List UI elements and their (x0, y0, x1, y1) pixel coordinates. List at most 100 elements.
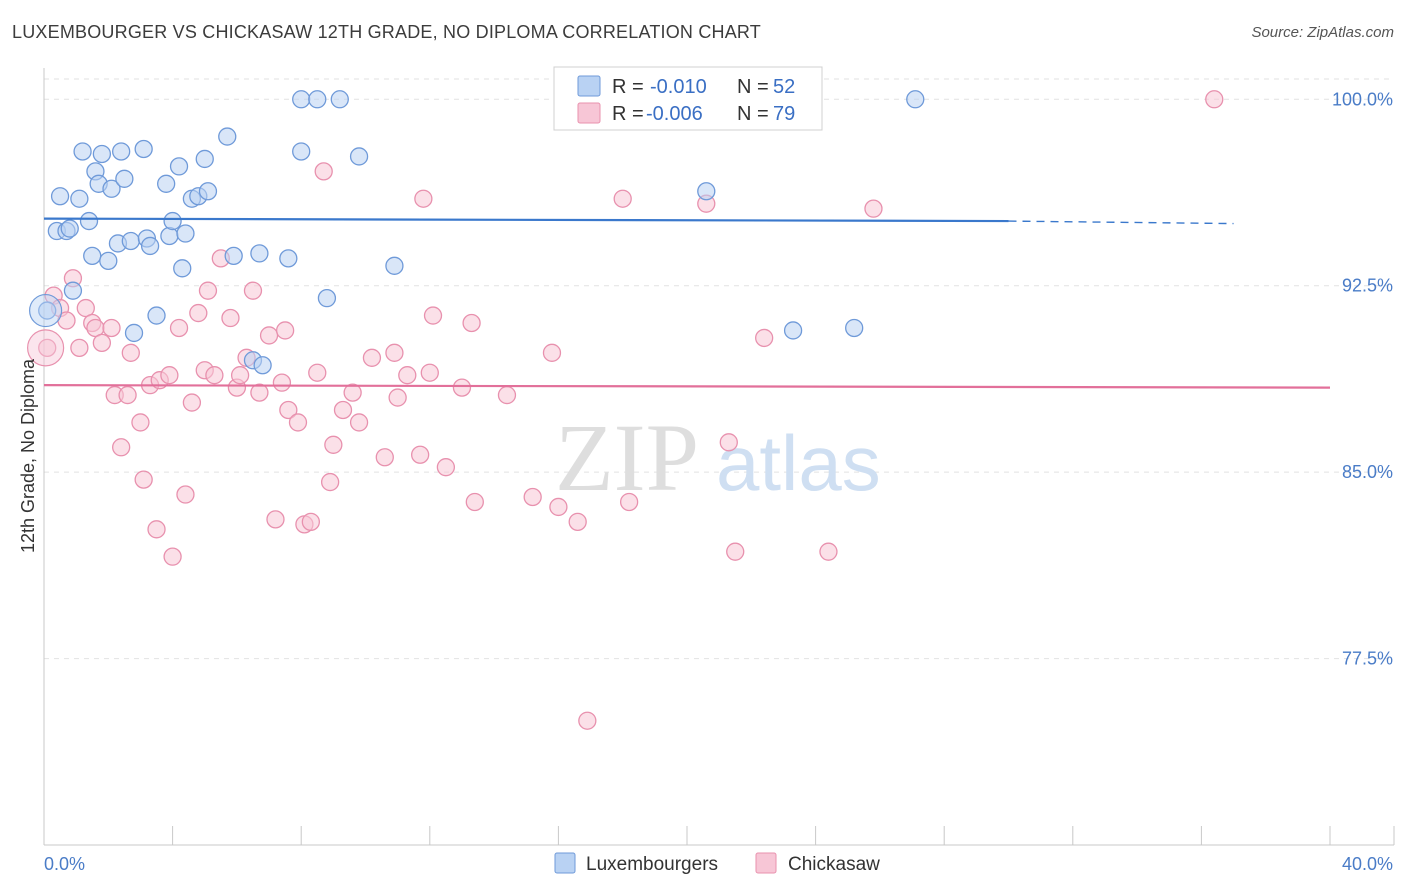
point-luxembourgers (157, 174, 176, 193)
point-luxembourgers (845, 318, 864, 338)
point-chickasaw (819, 542, 838, 561)
legend-n-value-2: 79 (773, 103, 795, 125)
point-chickasaw (343, 383, 362, 402)
point-chickasaw (275, 321, 295, 340)
trend-line-chickasaw (43, 384, 1331, 389)
point-chickasaw (619, 492, 639, 512)
point-chickasaw (131, 413, 150, 432)
watermark-atlas: atlas (716, 419, 881, 507)
legend-r-value-1: -0.010 (650, 76, 707, 98)
y-tick-label: 77.5% (1342, 649, 1393, 669)
legend-r-label-2: R = (612, 103, 644, 125)
point-chickasaw (221, 308, 240, 328)
point-chickasaw-cluster (27, 329, 65, 367)
point-chickasaw (38, 338, 57, 358)
point-luxembourgers (330, 90, 349, 109)
point-luxembourgers (173, 259, 192, 278)
point-chickasaw (578, 711, 597, 730)
source-label: Source: ZipAtlas.com (1251, 24, 1394, 41)
point-chickasaw (308, 363, 327, 382)
y-tick-label: 100.0% (1332, 89, 1393, 109)
bottom-swatch-luxembourgers (554, 852, 576, 874)
point-luxembourgers (134, 139, 153, 159)
point-chickasaw (375, 448, 394, 467)
y-tick-label: 92.5% (1342, 276, 1393, 296)
point-chickasaw (189, 303, 208, 323)
point-luxembourgers (317, 288, 337, 308)
point-luxembourgers (218, 127, 237, 146)
point-luxembourgers-cluster (29, 293, 63, 328)
point-luxembourgers (140, 236, 160, 256)
y-axis-title: 12th Grade, No Diploma (18, 358, 38, 553)
point-luxembourgers (99, 251, 118, 271)
point-luxembourgers (253, 356, 272, 375)
point-luxembourgers (783, 321, 803, 340)
point-chickasaw (436, 458, 456, 477)
legend-swatch-chickasaw (577, 102, 601, 124)
point-chickasaw (266, 510, 285, 529)
point-luxembourgers (70, 189, 89, 208)
legend-n-label-2: N = (737, 103, 769, 125)
point-luxembourgers (195, 149, 214, 169)
legend-n-value-1: 52 (773, 76, 795, 98)
point-chickasaw (121, 343, 140, 362)
legend-swatch-luxembourgers (577, 75, 601, 97)
point-chickasaw (542, 343, 562, 362)
point-luxembourgers (292, 142, 311, 161)
point-luxembourgers (102, 179, 121, 198)
point-chickasaw (243, 281, 263, 300)
point-chickasaw (279, 400, 298, 420)
point-luxembourgers (112, 142, 131, 161)
point-chickasaw (324, 435, 343, 454)
axes (43, 68, 1395, 846)
point-chickasaw (1205, 90, 1224, 109)
point-chickasaw (549, 497, 568, 517)
point-chickasaw (314, 162, 333, 181)
bottom-legend-luxembourgers: Luxembourgers (586, 854, 718, 875)
bottom-swatch-chickasaw (755, 852, 777, 874)
point-chickasaw (452, 378, 472, 397)
x-tick-label-start: 0.0% (44, 854, 85, 874)
series-legend: Luxembourgers Chickasaw (554, 852, 880, 875)
point-luxembourgers (697, 182, 716, 201)
point-chickasaw (301, 512, 320, 532)
point-chickasaw (205, 366, 224, 385)
point-luxembourgers (38, 301, 57, 320)
point-chickasaw (523, 487, 542, 507)
point-luxembourgers (121, 231, 140, 251)
point-luxembourgers (92, 144, 112, 164)
point-luxembourgers (250, 244, 269, 263)
point-luxembourgers (124, 323, 144, 343)
tick-labels: 77.5% 85.0% 92.5% 100.0% 0.0% 40.0% (44, 89, 1393, 874)
bottom-legend-chickasaw: Chickasaw (788, 854, 880, 875)
point-chickasaw (411, 445, 430, 464)
point-luxembourgers (308, 90, 327, 109)
point-luxembourgers (224, 246, 243, 266)
point-chickasaw (176, 485, 195, 504)
point-luxembourgers (169, 157, 189, 176)
point-chickasaw (169, 318, 189, 338)
point-chickasaw (259, 326, 279, 345)
y-tick-label: 85.0% (1342, 462, 1393, 482)
point-chickasaw (423, 306, 443, 325)
point-luxembourgers (292, 90, 311, 109)
point-chickasaw (726, 542, 745, 561)
point-chickasaw (613, 189, 632, 208)
point-chickasaw (388, 388, 407, 407)
point-chickasaw (134, 470, 153, 489)
data-points (27, 90, 1224, 730)
point-chickasaw (568, 512, 587, 532)
point-luxembourgers (163, 211, 182, 231)
point-luxembourgers (906, 90, 925, 109)
point-chickasaw (333, 400, 353, 420)
point-luxembourgers (160, 226, 179, 246)
point-chickasaw (362, 348, 382, 367)
point-chickasaw (272, 373, 292, 392)
point-chickasaw (118, 385, 137, 405)
point-luxembourgers (176, 224, 195, 243)
point-chickasaw (70, 338, 89, 358)
point-chickasaw (719, 433, 738, 452)
point-chickasaw (398, 366, 417, 385)
chart-title: LUXEMBOURGER VS CHICKASAW 12TH GRADE, NO… (12, 22, 761, 42)
